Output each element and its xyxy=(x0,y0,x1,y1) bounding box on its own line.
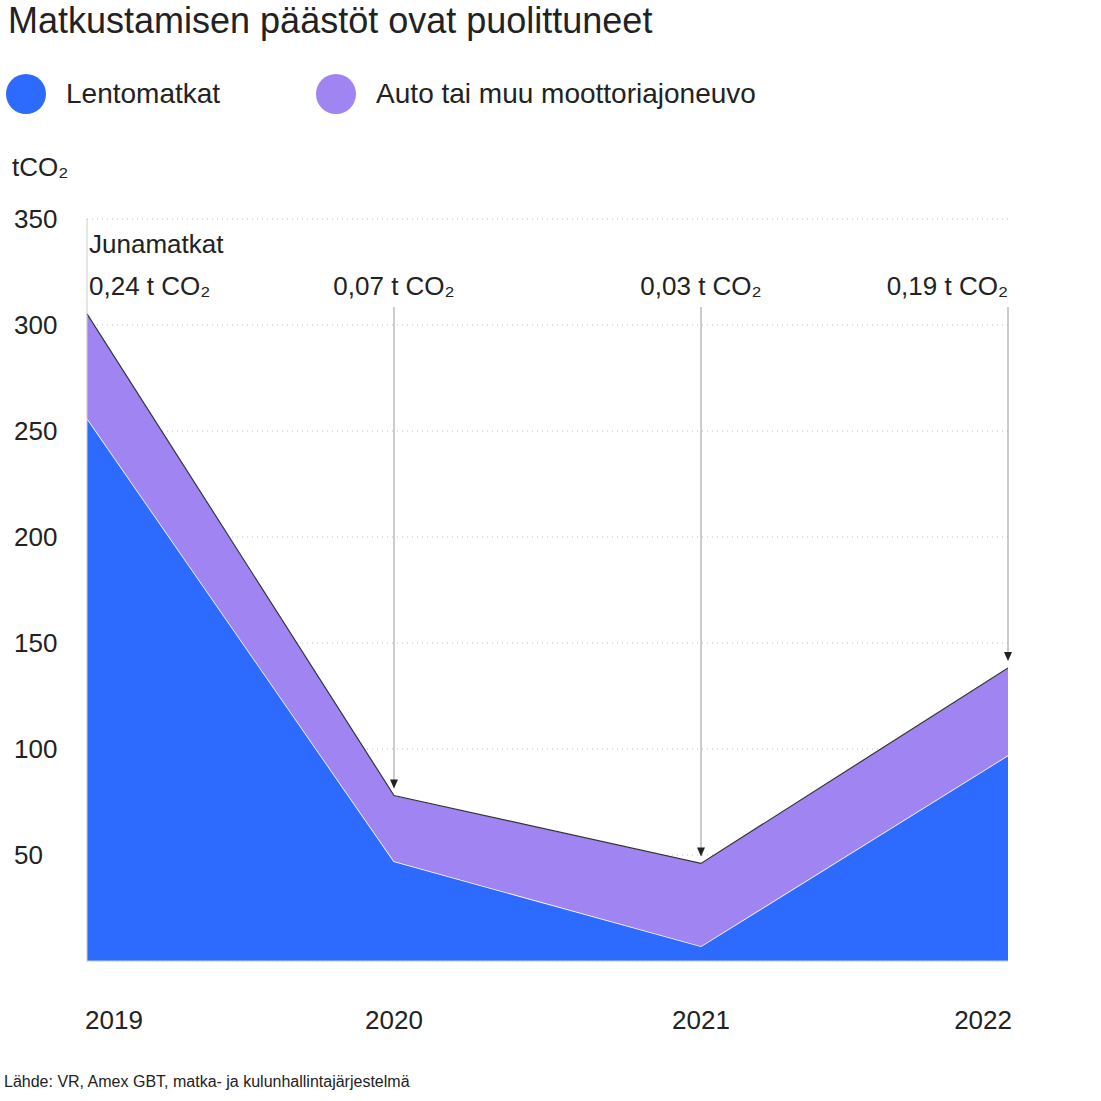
svg-text:350: 350 xyxy=(14,204,57,234)
svg-text:250: 250 xyxy=(14,416,57,446)
svg-text:2019: 2019 xyxy=(85,1005,143,1035)
svg-text:0,07 t CO₂: 0,07 t CO₂ xyxy=(333,271,454,301)
html-text:Auto tai muu moottoriajoneuvo: Auto tai muu moottoriajoneuvo xyxy=(376,78,756,109)
svg-text:2021: 2021 xyxy=(672,1005,730,1035)
html-text:Lähde: VR, Amex GBT, matka- ja: Lähde: VR, Amex GBT, matka- ja kulunhall… xyxy=(4,1073,410,1090)
svg-text:200: 200 xyxy=(14,522,57,552)
svg-text:150: 150 xyxy=(14,628,57,658)
svg-text:0,03 t CO₂: 0,03 t CO₂ xyxy=(640,271,761,301)
svg-text:300: 300 xyxy=(14,310,57,340)
svg-text:2022: 2022 xyxy=(954,1005,1012,1035)
svg-text:0,19 t CO₂: 0,19 t CO₂ xyxy=(887,271,1008,301)
svg-text:2020: 2020 xyxy=(365,1005,423,1035)
html-text:Lentomatkat: Lentomatkat xyxy=(66,78,221,109)
svg-text:50: 50 xyxy=(14,840,43,870)
svg-text:100: 100 xyxy=(14,734,57,764)
html-text:tCO₂: tCO₂ xyxy=(12,152,69,182)
html-text:Matkustamisen päästöt ovat puo: Matkustamisen päästöt ovat puolittuneet xyxy=(8,0,653,41)
svg-text:0,24 t CO₂: 0,24 t CO₂ xyxy=(89,271,210,301)
svg-text:Junamatkat: Junamatkat xyxy=(89,229,224,259)
